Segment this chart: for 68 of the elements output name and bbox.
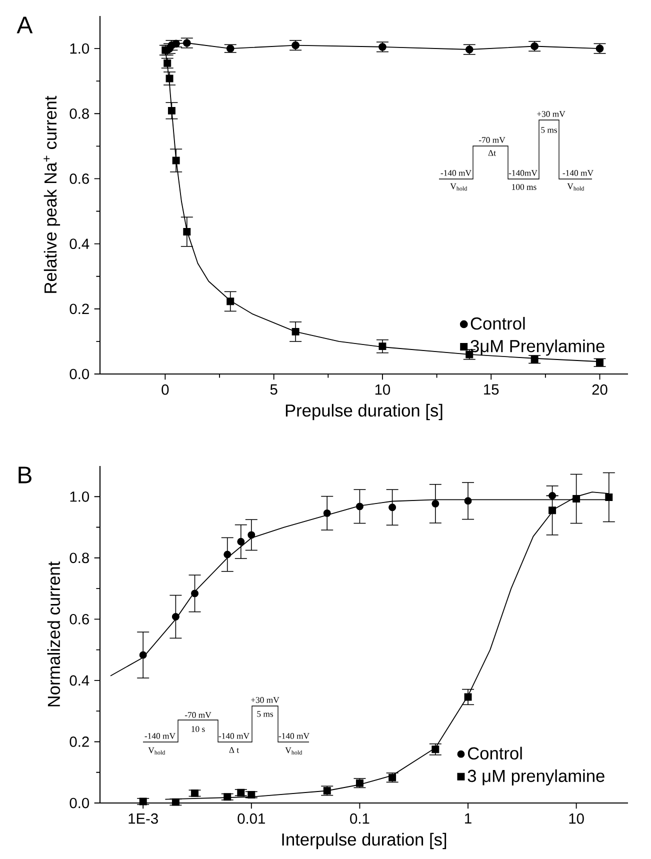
annotation: 10 s (192, 726, 205, 732)
point (166, 74, 174, 82)
annotation: -140 mV (562, 170, 594, 176)
x-tick-label: 5 (270, 384, 278, 395)
point (530, 42, 539, 50)
chart-title: A (16, 16, 33, 34)
annotation: -70 mV (184, 712, 212, 718)
point (292, 328, 300, 336)
point (596, 358, 604, 366)
x-axis-title: Prepulse duration [s] (286, 404, 442, 420)
x-axis-title: Interpulse duration [s] (282, 832, 446, 850)
annotation: -140mV (508, 170, 538, 176)
x-tick-label: 20 (592, 384, 608, 395)
y-tick-label: 1.0 (70, 491, 90, 502)
annotation: Δ t (229, 747, 240, 753)
annotation: +30 mV (251, 697, 280, 703)
x-tick-label: 1E-3 (128, 813, 158, 824)
y-tick-label: 0.8 (70, 552, 89, 564)
y-tick-label: 0.0 (70, 798, 90, 808)
y-tick-label: 0.4 (70, 675, 90, 686)
legend-label: 3μM Prenylamine (470, 340, 604, 356)
point (226, 44, 234, 52)
point (465, 46, 474, 54)
point (530, 356, 538, 364)
y-tick-label: 0.6 (70, 614, 89, 624)
annotation: +30 mV (537, 111, 566, 117)
y-axis-title: Relative peak Na$^{+}$ current (44, 96, 60, 293)
x-tick-label: 10 (569, 813, 584, 824)
annotation: V$_{hold}$ (450, 183, 468, 191)
annotation: 5 ms (541, 127, 557, 133)
chart-title: B (18, 466, 32, 484)
legend-label: 3 μM prenylamine (468, 769, 604, 786)
annotation: -140 mV (144, 733, 176, 739)
x-tick-label: 0.01 (238, 813, 265, 824)
point (172, 156, 180, 164)
y-tick-label: 0.2 (70, 304, 89, 314)
x-tick-label: 0 (162, 384, 169, 395)
annotation: -70 mV (478, 137, 506, 143)
y-axis-title: Normalized current (47, 561, 60, 706)
point (183, 228, 191, 236)
annotation: -140 mV (218, 733, 250, 739)
y-tick-label: 0.6 (70, 174, 89, 184)
annotation: 100 ms (512, 184, 536, 190)
point (378, 342, 386, 350)
point (164, 59, 172, 67)
x-tick-label: 10 (375, 384, 390, 395)
y-tick-label: 0.0 (70, 368, 90, 380)
annotation: -140 mV (278, 733, 310, 739)
annotation: V$_{hold}$ (285, 747, 302, 755)
annotation: 5 ms (257, 711, 273, 717)
point (292, 41, 300, 50)
annotation: V$_{hold}$ (567, 183, 584, 191)
legend-label: Control (470, 316, 525, 330)
annotation: V$_{hold}$ (148, 747, 166, 755)
point (378, 42, 386, 51)
x-tick-label: 0.1 (350, 813, 370, 824)
x-tick-label: 1 (465, 813, 472, 824)
y-tick-label: 1.0 (70, 43, 90, 54)
annotation: -140 mV (440, 170, 472, 176)
y-tick-label: 0.2 (70, 736, 89, 747)
point (168, 106, 176, 114)
point (226, 298, 234, 306)
annotation: Δt (488, 150, 496, 156)
x-tick-label: 15 (484, 384, 499, 395)
point (182, 39, 191, 47)
y-tick-label: 0.8 (70, 108, 89, 119)
y-tick-label: 0.4 (70, 238, 90, 250)
legend-label: Control (468, 746, 522, 760)
